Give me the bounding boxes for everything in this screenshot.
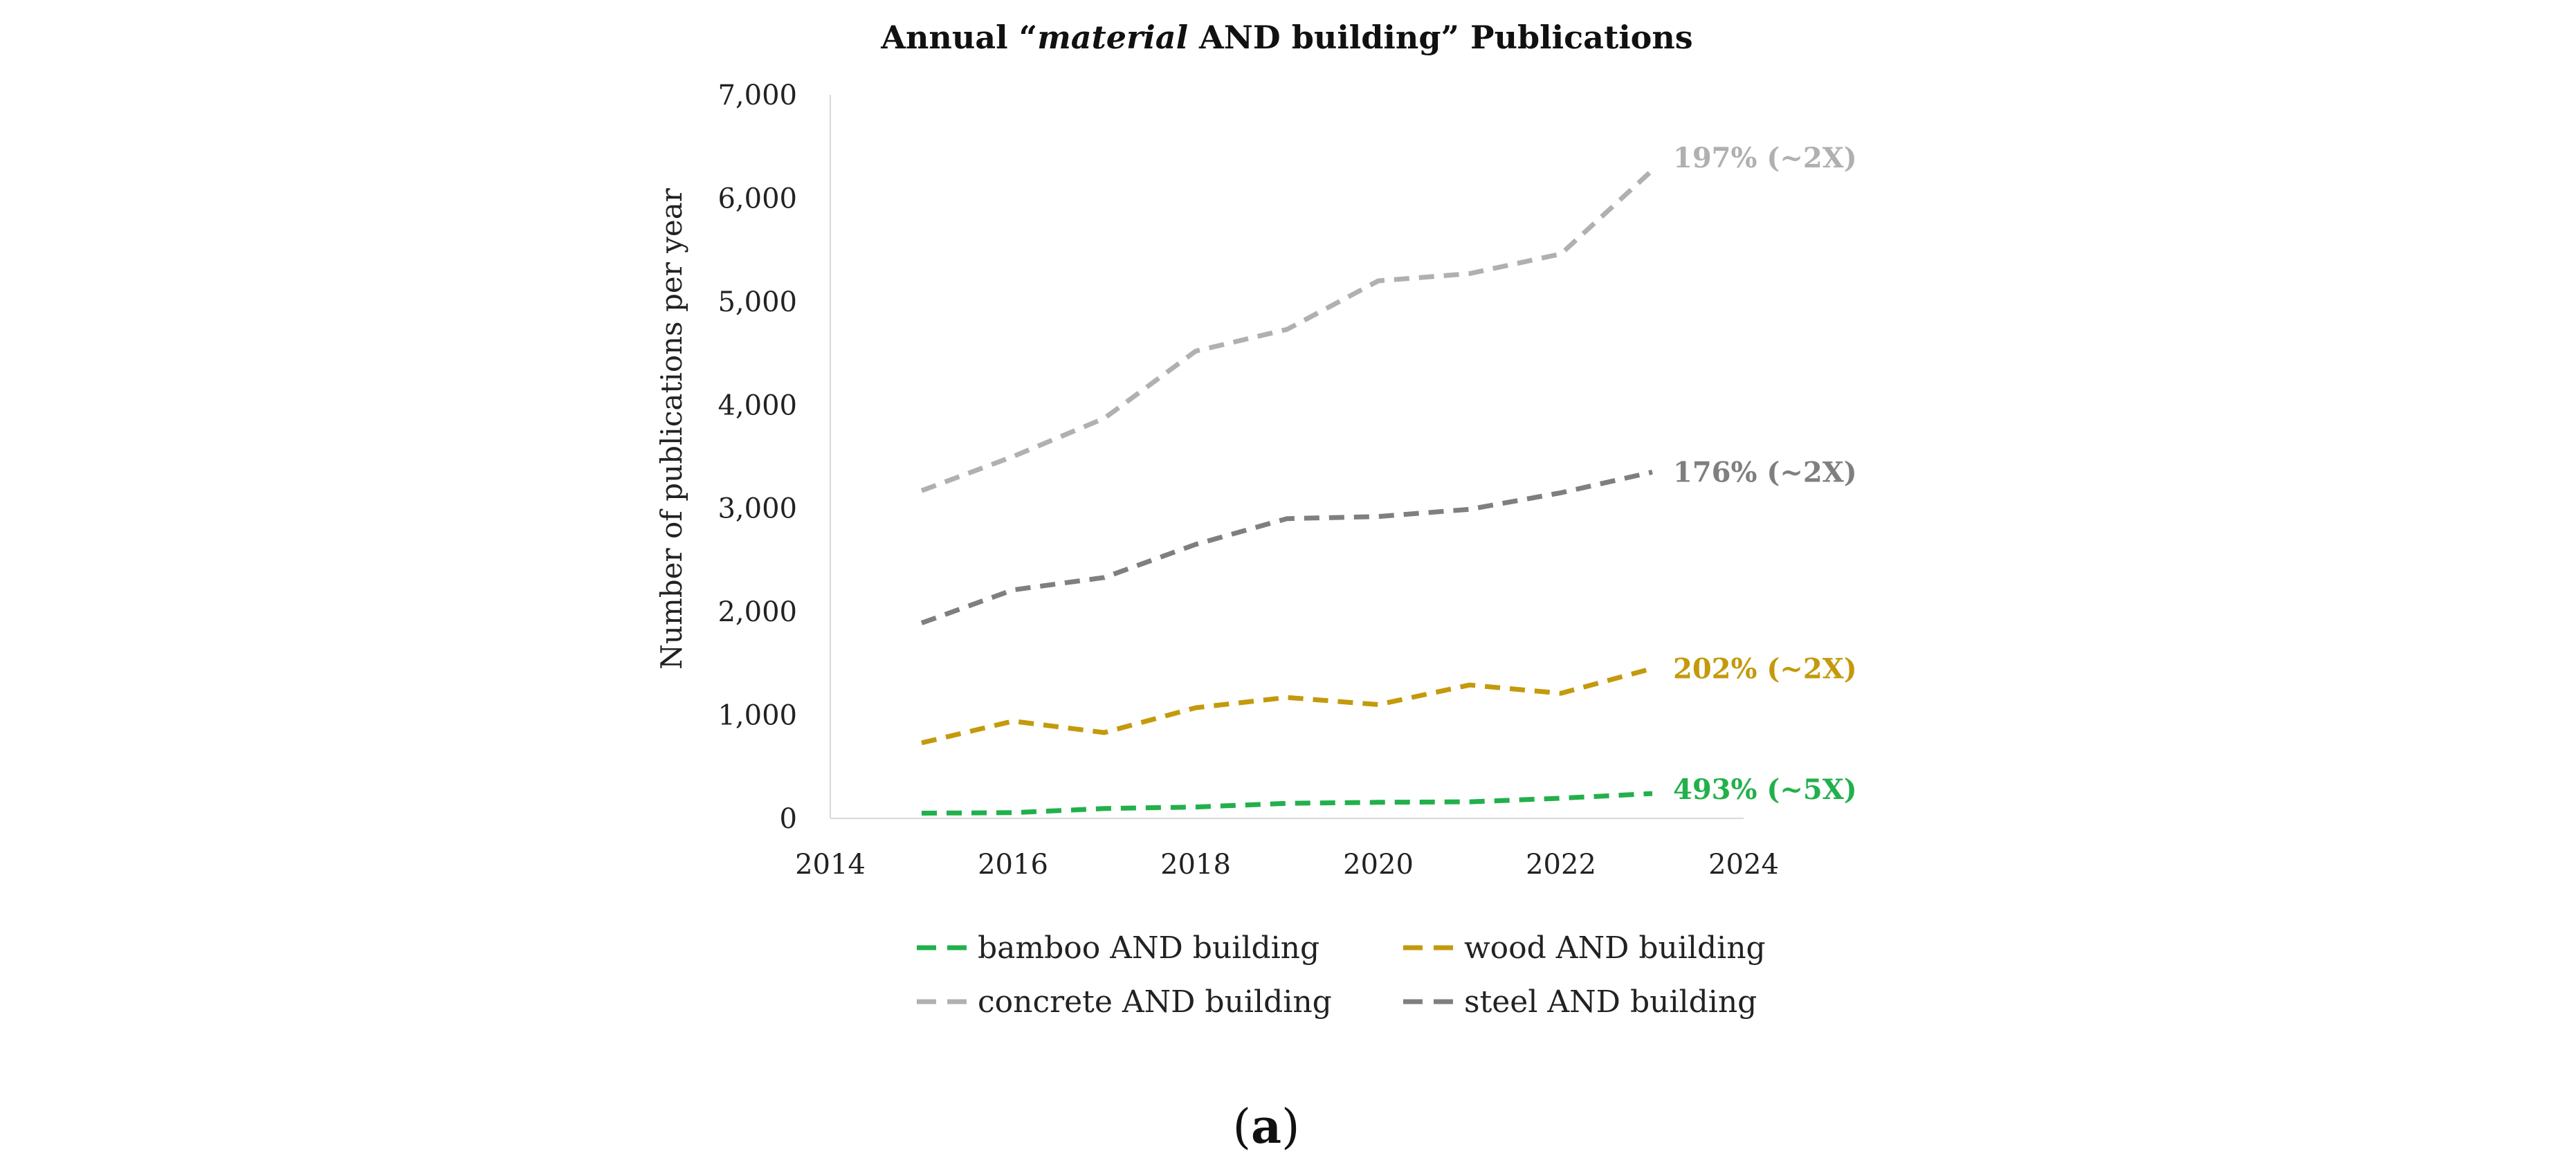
legend-item: steel AND building: [1403, 984, 1757, 1020]
data-point: [1468, 272, 1472, 276]
data-point: [1468, 683, 1472, 687]
y-tick-label: 5,000: [718, 286, 797, 318]
y-tick-label: 7,000: [718, 80, 797, 111]
data-point: [1194, 349, 1198, 353]
legend-item: wood AND building: [1403, 930, 1766, 966]
y-tick-label: 0: [780, 803, 797, 835]
data-point: [1559, 252, 1563, 256]
data-point: [1102, 416, 1106, 421]
x-tick-label: 2018: [1160, 849, 1231, 881]
data-point: [1102, 576, 1106, 580]
chart-title-after: AND building” Publications: [1188, 19, 1693, 56]
y-tick-label: 4,000: [718, 389, 797, 421]
data-point: [1011, 454, 1015, 459]
y-tick-label: 3,000: [718, 493, 797, 525]
x-tick-label: 2016: [978, 849, 1048, 881]
data-point: [1650, 470, 1654, 474]
end-label: 197% (~2X): [1673, 142, 1857, 174]
data-point: [1194, 706, 1198, 710]
legend-label: bamboo AND building: [978, 930, 1319, 966]
data-point: [1011, 719, 1015, 724]
legend-item: concrete AND building: [917, 984, 1332, 1020]
y-tick-label: 1,000: [718, 700, 797, 732]
end-label: 202% (~2X): [1673, 652, 1857, 685]
panel-label-close: ): [1281, 1100, 1300, 1155]
data-point: [920, 741, 924, 745]
data-point: [1102, 730, 1106, 735]
panel-label-open: (: [1232, 1100, 1251, 1155]
data-point: [1376, 800, 1380, 805]
data-point: [1376, 279, 1380, 283]
x-tick-label: 2020: [1343, 849, 1414, 881]
data-point: [1376, 515, 1380, 519]
data-point: [1559, 490, 1563, 495]
legend-label: concrete AND building: [978, 984, 1332, 1020]
panel-label-letter: a: [1251, 1099, 1281, 1155]
data-point: [1285, 801, 1289, 805]
data-point: [1559, 691, 1563, 695]
panel-label: (a): [1232, 1099, 1299, 1155]
end-label: 493% (~5X): [1673, 773, 1857, 806]
chart-title: Annual “material AND building” Publicati…: [880, 19, 1692, 56]
y-tick-label: 2,000: [718, 596, 797, 628]
data-point: [1194, 542, 1198, 546]
data-point: [920, 488, 924, 493]
x-tick-label: 2022: [1526, 849, 1596, 881]
series-line-3: [920, 469, 1653, 625]
y-tick-label: 6,000: [718, 183, 797, 214]
chart-title-emphasis: material: [1037, 19, 1188, 56]
data-point: [1102, 807, 1106, 811]
legend-label: steel AND building: [1464, 984, 1757, 1020]
data-point: [1376, 703, 1380, 707]
data-point: [1285, 517, 1289, 521]
data-point: [1468, 800, 1472, 804]
data-point: [920, 621, 924, 625]
data-point: [1650, 666, 1654, 670]
legend-item: bamboo AND building: [917, 930, 1319, 966]
series-line-1: [921, 665, 1653, 746]
end-labels-layer: 493% (~5X) 202% (~2X) 197% (~2X) 176% (~2X): [1673, 142, 1857, 806]
axes-layer: 0 1,000 2,000 3,000 4,000 5,000 6,000 7,000 2014…: [718, 80, 1778, 881]
data-point: [1650, 168, 1654, 172]
x-tick-label: 2014: [795, 849, 866, 881]
legend: bamboo AND building wood AND building conc…: [917, 930, 1766, 1020]
y-axis-label: Number of publications per year: [655, 187, 688, 670]
data-point: [1285, 327, 1289, 331]
series-line-2: [920, 168, 1654, 493]
end-label: 176% (~2X): [1673, 456, 1857, 488]
data-point: [1468, 507, 1472, 511]
data-point: [1650, 791, 1654, 796]
data-point: [1011, 588, 1015, 592]
chart-title-before: Annual “: [880, 19, 1037, 56]
data-point: [1011, 811, 1015, 815]
data-point: [1285, 695, 1289, 699]
data-point: [1559, 796, 1563, 800]
legend-label: wood AND building: [1464, 930, 1766, 966]
series-layer: [920, 168, 1654, 816]
data-point: [920, 811, 924, 816]
data-point: [1194, 805, 1198, 809]
x-tick-label: 2024: [1708, 849, 1779, 881]
series-line-0: [921, 791, 1653, 816]
